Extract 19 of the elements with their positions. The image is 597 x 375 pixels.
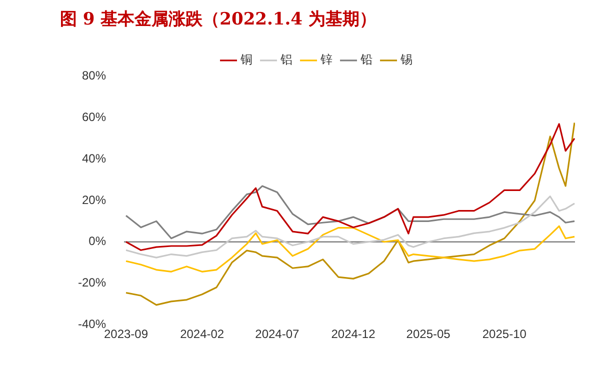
x-tick-label: 2024-02 [180,327,224,342]
legend-label: 锌 [320,52,332,67]
y-tick-label: 20% [82,192,106,207]
y-tick-label: -40% [78,316,106,331]
legend-label: 铜 [240,52,252,67]
x-tick-label: 2025-10 [482,327,527,342]
x-tick-label: 2025-05 [406,327,451,342]
y-tick-label: 80% [82,68,106,83]
x-tick-label: 2024-07 [255,327,300,342]
y-tick-label: 40% [82,151,106,166]
legend-label: 铝 [280,52,292,67]
legend-label: 铅 [360,52,372,67]
chart-title: 图 9 基本金属涨跌（2022.1.4 为基期） [60,10,376,30]
y-tick-label: 60% [82,110,106,124]
y-tick-label: 0% [88,234,106,248]
x-tick-label: 2024-12 [331,327,376,342]
x-tick-label: 2023-09 [104,327,148,342]
y-tick-label: -20% [78,276,106,290]
legend-label: 锡 [400,52,412,67]
